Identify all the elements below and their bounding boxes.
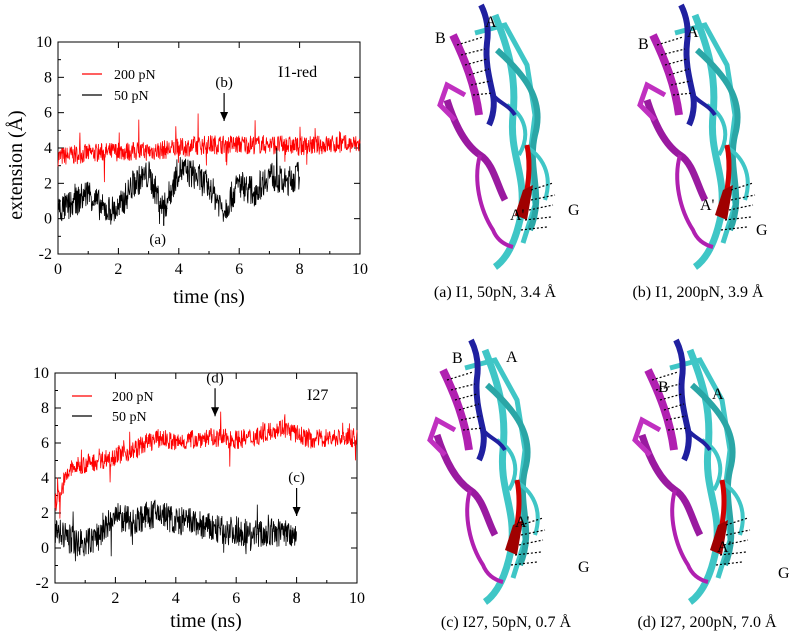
strand-label-b: B [638,36,649,53]
series-line-200pn [54,411,358,519]
legend-label-50pn: 50 pN [114,89,149,104]
x-axis-label: time (ns) [173,286,245,308]
x-tick-label: 8 [296,261,304,278]
structure-d: A B A' G (d) I27, 200pN, 7.0 Å [635,340,790,631]
structure-b: A B A' G (b) I1, 200pN, 3.9 Å [632,5,768,301]
series-line-50pn [57,147,300,225]
strand-label-g: G [778,565,790,582]
legend-label-200pn: 200 pN [114,68,156,83]
strand-label-a: A [687,24,699,41]
caption-c: (c) I27, 50pN, 0.7 Å [441,613,572,631]
annotation-c: (c) [288,470,305,486]
strand-label-b: B [452,350,463,367]
panel-label: I1-red [278,64,317,81]
strand-label-aprime: A' [717,539,732,556]
strand-label-g: G [578,559,590,576]
strand-label-aprime: A' [510,207,525,224]
series-line-200pn [57,113,361,183]
strand-label-b: B [658,379,669,396]
x-tick-label: 6 [235,261,243,278]
x-tick-label: 0 [51,590,59,607]
series-group [57,113,361,225]
annotation-a: (a) [149,232,166,248]
y-tick-label: 2 [44,175,52,192]
legend-label-200pn: 200 pN [112,390,154,405]
panel-label: I27 [307,387,328,404]
y-tick-label: 6 [44,105,52,122]
annotation-arrow-head [292,507,301,516]
y-tick-label: 0 [41,540,49,557]
strand-label-b: B [435,30,446,47]
x-tick-label: 2 [114,261,122,278]
strand-label-aprime: A' [515,514,530,531]
x-tick-label: 4 [175,261,183,278]
protein-ribbon-b [640,5,755,267]
y-tick-label: 6 [41,435,49,452]
y-tick-label: -2 [36,575,49,592]
series-group [54,411,358,562]
series-line-50pn [54,499,297,562]
caption-a: (a) I1, 50pN, 3.4 Å [434,283,557,301]
y-tick-label: 10 [33,365,49,382]
x-tick-label: 10 [352,261,368,278]
y-tick-label: 4 [44,140,52,157]
annotation-d: (d) [206,370,224,386]
legend-label-50pn: 50 pN [112,410,147,425]
x-tick-label: 2 [111,590,119,607]
annotation-arrows [159,93,229,226]
annotation-arrows [211,388,301,516]
annotation-b: (b) [215,75,233,91]
x-axis-label: time (ns) [170,610,242,632]
y-tick-label: 8 [41,400,49,417]
structure-a: A B A' G (a) I1, 50pN, 3.4 Å [434,5,580,301]
protein-ribbon-d [635,340,750,602]
annotation-arrow-head [211,407,220,417]
y-tick-label: 4 [41,470,49,487]
annotation-arrow-head [159,199,168,209]
x-tick-label: 0 [54,261,62,278]
caption-d: (d) I27, 200pN, 7.0 Å [637,613,777,631]
strand-label-aprime: A' [700,197,715,214]
x-tick-label: 4 [172,590,180,607]
x-tick-label: 10 [349,590,365,607]
caption-b: (b) I1, 200pN, 3.9 Å [632,283,764,301]
protein-ribbon-a [440,5,555,267]
axis-ticks [57,41,361,255]
x-tick-label: 6 [232,590,240,607]
y-axis-label: extension (Å) [5,110,27,219]
axis-ticks [54,372,358,584]
x-tick-label: 8 [293,590,301,607]
annotation-arrow-head [220,112,229,122]
strand-label-a: A [506,349,518,366]
y-tick-label: -2 [39,246,52,263]
y-tick-label: 8 [44,69,52,86]
y-tick-label: 0 [44,211,52,228]
structure-c: A B A' G (c) I27, 50pN, 0.7 Å [430,340,590,631]
y-tick-label: 2 [41,505,49,522]
y-tick-label: 10 [36,34,52,51]
plot-frame [54,372,358,584]
strand-label-g: G [568,202,580,219]
strand-label-a: A [485,14,497,31]
strand-label-g: G [756,222,768,239]
protein-ribbon-c [430,340,545,602]
strand-label-a: A [712,386,724,403]
